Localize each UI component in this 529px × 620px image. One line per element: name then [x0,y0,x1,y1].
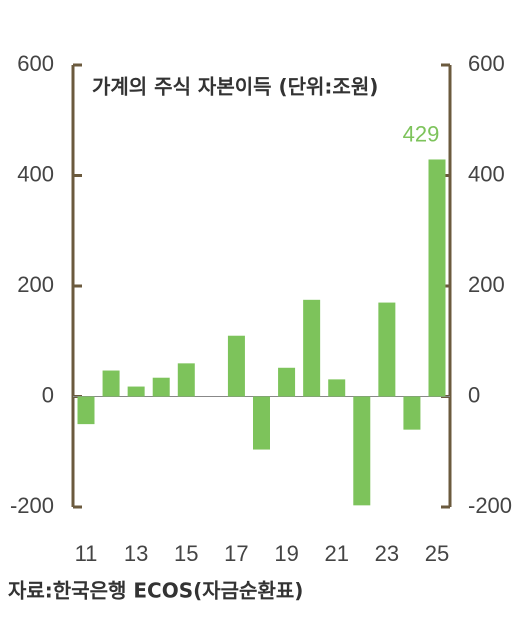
bar [428,159,446,397]
y2-tick-label: -200 [468,493,512,518]
y-tick-label: -200 [10,493,54,518]
y-tick-label: 600 [17,51,54,76]
bar [152,377,170,397]
x-tick-label: 25 [425,541,449,566]
y2-tick-label: 200 [468,272,505,297]
x-tick-label: 23 [375,541,399,566]
y2-tick-label: 400 [468,161,505,186]
chart-title: 가계의 주식 자본이득 (단위:조원) [92,75,378,99]
bar [303,299,321,397]
bar [177,363,195,397]
bar [278,367,296,397]
bar [403,396,421,430]
x-tick-label: 13 [124,541,148,566]
bar [77,396,95,425]
x-tick-label: 21 [324,541,348,566]
value-label: 429 [403,121,440,146]
bar [127,386,145,397]
y-tick-label: 200 [17,272,54,297]
x-tick-label: 11 [75,541,98,566]
source-note: 자료:한국은행 ECOS(자금순환표) [8,579,303,603]
bar [378,302,396,397]
y-tick-label: 0 [42,382,54,407]
bar [353,396,371,506]
y2-tick-label: 600 [468,51,505,76]
x-tick-label: 19 [274,541,298,566]
bar [102,370,120,397]
x-tick-label: 17 [224,541,248,566]
x-tick-label: 15 [174,541,198,566]
bar [253,396,270,450]
y2-tick-label: 0 [468,382,480,407]
bar [328,379,346,397]
bar [227,335,245,397]
y-tick-label: 400 [17,161,54,186]
